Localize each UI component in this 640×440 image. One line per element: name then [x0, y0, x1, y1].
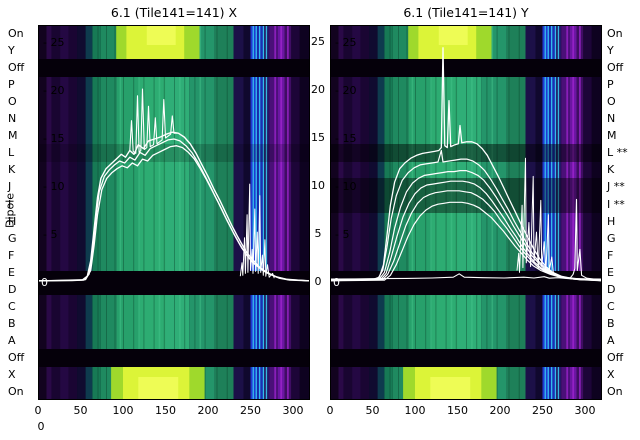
svg-text:- 15: - 15 — [335, 132, 356, 145]
panel-y-title: 6.1 (Tile141=141) Y — [403, 5, 529, 20]
value-axis-tick: 5 — [314, 226, 322, 240]
row-label-right: X — [607, 367, 615, 381]
right-row-labels: On Y Off P O N M L ** K J ** I ** H G F E D C B A Off X On — [607, 0, 640, 440]
extra-zero-tick: 0 — [37, 420, 45, 433]
row-label-left: A — [8, 333, 16, 347]
row-label-right: C — [607, 299, 615, 313]
x-axis-tick: 100 — [404, 404, 426, 417]
row-label-right: E — [607, 265, 614, 279]
row-label-right: G — [607, 231, 616, 245]
value-axis-tick: 10 — [311, 178, 325, 192]
row-label-left: Off — [8, 350, 25, 364]
row-label-right: Off — [607, 350, 624, 364]
value-axis-tick: 15 — [311, 130, 325, 144]
row-label-left: F — [8, 248, 15, 262]
x-axis-tick: 0 — [326, 404, 334, 417]
row-label-left: J — [8, 180, 12, 194]
row-label-left: E — [8, 265, 15, 279]
row-label-left: I — [8, 197, 12, 211]
left-row-labels: On Y Off P O N M L K J I H G F E D C B A Off X On — [8, 0, 37, 440]
row-label-right: B — [607, 316, 615, 330]
x-axis-tick: 250 — [240, 404, 261, 417]
row-label-right: A — [607, 333, 615, 347]
row-label-right: P — [607, 78, 614, 92]
row-label-left: O — [8, 95, 17, 109]
row-label-left: B — [8, 316, 16, 330]
row-label-left: N — [8, 112, 17, 126]
row-label-right: M — [607, 129, 617, 143]
row-label-left: D — [8, 282, 17, 296]
row-label-right: Y — [607, 44, 614, 58]
svg-text:- 5: - 5 — [335, 228, 349, 241]
row-label-left: H — [8, 214, 17, 228]
row-label-right: K — [607, 163, 615, 177]
row-label-right: H — [607, 214, 616, 228]
row-label-right: J ** — [607, 180, 625, 194]
x-axis-tick: 300 — [282, 404, 304, 417]
x-axis-tick: 300 — [574, 404, 596, 417]
row-label-right: Off — [607, 61, 624, 75]
row-label-left: K — [8, 163, 16, 177]
svg-text:- 10: - 10 — [335, 180, 356, 193]
svg-text:- 20: - 20 — [335, 84, 356, 97]
row-label-left: L — [8, 146, 15, 160]
row-label-left: X — [8, 367, 16, 381]
x-axis-tick: 100 — [112, 404, 134, 417]
svg-text:- 25: - 25 — [335, 36, 356, 49]
row-label-left: On — [8, 27, 24, 40]
svg-text:- 10: - 10 — [43, 180, 64, 193]
svg-text:- 5: - 5 — [43, 228, 57, 241]
panel-x-title: 6.1 (Tile141=141) X — [110, 5, 238, 20]
x-axis-tick: 50 — [365, 404, 380, 417]
row-label-left: C — [8, 299, 16, 313]
svg-text:0: 0 — [41, 276, 48, 289]
x-axis-tick: 200 — [489, 404, 511, 417]
x-axis-tick: 200 — [197, 404, 219, 417]
row-label-right: F — [607, 248, 614, 262]
svg-text:0: 0 — [333, 276, 340, 289]
row-label-right: I ** — [607, 197, 625, 211]
value-axis-tick: 25 — [311, 34, 325, 48]
svg-text:- 25: - 25 — [43, 36, 64, 49]
row-label-left: On — [8, 385, 24, 398]
row-label-left: Y — [8, 44, 15, 58]
row-label-left: G — [8, 231, 17, 245]
x-axis-tick: 250 — [532, 404, 553, 417]
svg-text:- 15: - 15 — [43, 132, 64, 145]
row-label-right: N — [607, 112, 616, 126]
row-label-left: P — [8, 78, 15, 92]
x-axis-tick: 150 — [447, 404, 468, 417]
row-label-right: O — [607, 95, 616, 109]
heatmap-panel-y: - 25 - 20 - 15 - 10 - 5 0 — [330, 25, 602, 400]
x-axis-tick: 50 — [73, 404, 88, 417]
row-label-right: L ** — [607, 146, 628, 160]
heatmap-panel-x: - 25 - 20 - 15 - 10 - 5 0 — [38, 25, 310, 400]
x-axis-tick: 150 — [155, 404, 176, 417]
row-label-left: Off — [8, 61, 25, 75]
row-label-right: On — [607, 385, 623, 398]
svg-text:- 20: - 20 — [43, 84, 64, 97]
x-axis-tick: 0 — [34, 404, 42, 417]
value-axis-tick: 20 — [311, 82, 325, 96]
row-label-right: D — [607, 282, 616, 296]
value-axis-tick: 0 — [314, 274, 322, 288]
row-label-left: M — [8, 129, 18, 143]
row-label-right: On — [607, 27, 623, 40]
